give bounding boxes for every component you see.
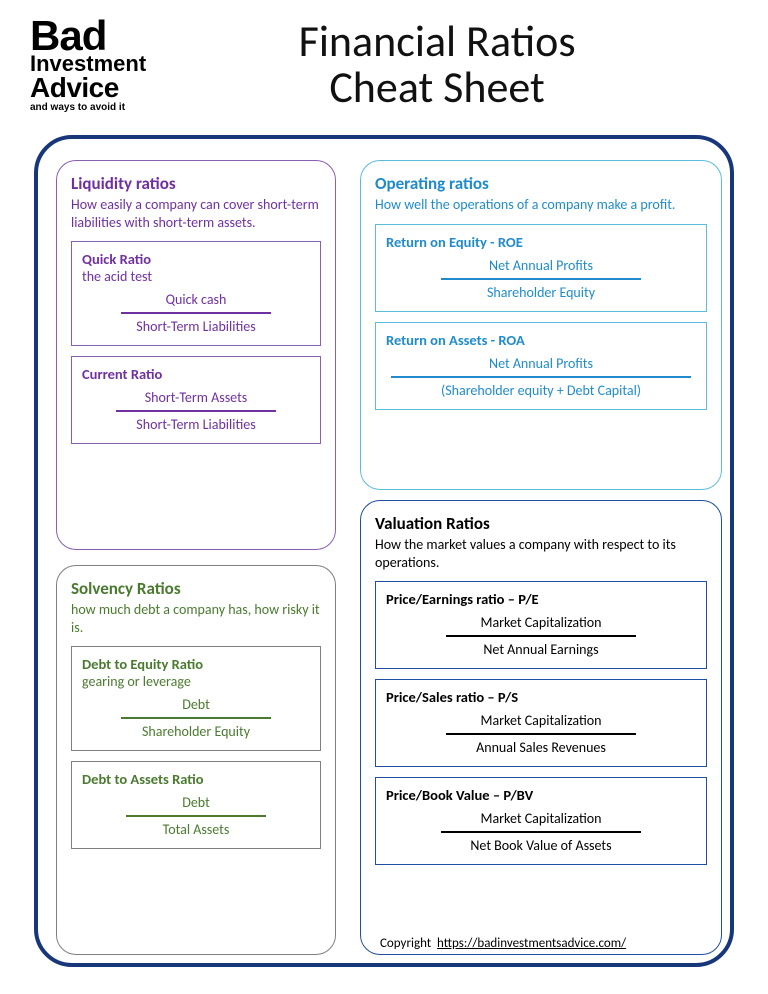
liquidity-ratio-1-fraction: Short-Term Assets Short-Term Liabilities bbox=[82, 389, 310, 433]
operating-title: Operating ratios bbox=[375, 173, 707, 194]
valuation-ratio-2-fraction: Market Capitalization Net Book Value of A… bbox=[386, 810, 696, 854]
valuation-ratio-2: Price/Book Value – P/BV Market Capitaliza… bbox=[375, 777, 707, 865]
operating-ratio-0-numerator: Net Annual Profits bbox=[489, 257, 593, 274]
operating-desc: How well the operations of a company mak… bbox=[375, 196, 707, 214]
solvency-ratio-0-numerator: Debt bbox=[182, 696, 210, 713]
logo-line3: Advice bbox=[30, 75, 146, 100]
header: Bad Investment Advice and ways to avoid … bbox=[0, 0, 768, 113]
page-title: Financial Ratios Cheat Sheet bbox=[176, 18, 738, 110]
solvency-ratio-1-title: Debt to Assets Ratio bbox=[82, 770, 310, 788]
liquidity-ratio-1: Current RatioShort-Term AssetsShort-Term… bbox=[71, 356, 321, 444]
valuation-ratio-2-title: Price/Book Value – P/BV bbox=[386, 786, 696, 804]
solvency-ratio-0-fraction: Debt Shareholder Equity bbox=[82, 696, 310, 740]
solvency-ratio-0-bar bbox=[121, 717, 271, 719]
liquidity-ratio-0-bar bbox=[121, 312, 271, 314]
solvency-title: Solvency Ratios bbox=[71, 578, 321, 599]
valuation-ratio-2-bar bbox=[441, 831, 641, 833]
solvency-desc: how much debt a company has, how risky i… bbox=[71, 601, 321, 636]
operating-ratio-1-numerator: Net Annual Profits bbox=[489, 355, 593, 372]
operating-ratio-0-title: Return on Equity - ROE bbox=[386, 233, 696, 251]
solvency-ratio-0: Debt to Equity Ratiogearing or leverage D… bbox=[71, 646, 321, 751]
valuation-ratio-0-bar bbox=[446, 635, 636, 637]
liquidity-ratio-1-denominator: Short-Term Liabilities bbox=[136, 416, 255, 433]
valuation-ratio-1-fraction: Market Capitalization Annual Sales Revenu… bbox=[386, 712, 696, 756]
valuation-header: Valuation RatiosHow the market values a … bbox=[375, 513, 707, 571]
operating-header: Operating ratios How well the operations … bbox=[375, 173, 707, 214]
valuation-ratio-0-numerator: Market Capitalization bbox=[480, 614, 601, 631]
liquidity-header: Liquidity ratiosHow easily a company can… bbox=[71, 173, 321, 231]
valuation-ratio-1-title: Price/Sales ratio – P/S bbox=[386, 688, 696, 706]
operating-ratio-1-fraction: Net Annual Profits (Shareholder equity + … bbox=[386, 355, 696, 399]
operating-ratio-0: Return on Equity - ROE Net Annual Profits… bbox=[375, 224, 707, 312]
liquidity-ratio-1-numerator: Short-Term Assets bbox=[145, 389, 247, 406]
liquidity-ratio-0-denominator: Short-Term Liabilities bbox=[136, 318, 255, 335]
valuation-ratio-0-title: Price/Earnings ratio – P/E bbox=[386, 590, 696, 608]
solvency-ratio-0-denominator: Shareholder Equity bbox=[142, 723, 250, 740]
liquidity-panel: Liquidity ratiosHow easily a company can… bbox=[56, 160, 336, 550]
valuation-ratio-1-numerator: Market Capitalization bbox=[480, 712, 601, 729]
valuation-desc: How the market values a company with res… bbox=[375, 536, 707, 571]
valuation-panel: Valuation RatiosHow the market values a … bbox=[360, 500, 722, 955]
operating-ratio-1: Return on Assets - ROA Net Annual Profits… bbox=[375, 322, 707, 410]
operating-panel: Operating ratios How well the operations … bbox=[360, 160, 722, 490]
valuation-title: Valuation Ratios bbox=[375, 513, 707, 534]
solvency-ratio-1-bar bbox=[126, 815, 266, 817]
operating-ratio-0-denominator: Shareholder Equity bbox=[487, 284, 595, 301]
operating-ratio-1-denominator: (Shareholder equity + Debt Capital) bbox=[441, 382, 641, 399]
liquidity-title: Liquidity ratios bbox=[71, 173, 321, 194]
valuation-ratio-2-numerator: Market Capitalization bbox=[480, 810, 601, 827]
valuation-ratio-0-denominator: Net Annual Earnings bbox=[483, 641, 598, 658]
valuation-ratio-2-denominator: Net Book Value of Assets bbox=[470, 837, 611, 854]
valuation-ratio-0-fraction: Market Capitalization Net Annual Earnings bbox=[386, 614, 696, 658]
solvency-ratio-0-sub: gearing or leverage bbox=[82, 673, 310, 690]
valuation-ratio-1-denominator: Annual Sales Revenues bbox=[476, 739, 606, 756]
solvency-header: Solvency Ratioshow much debt a company h… bbox=[71, 578, 321, 636]
liquidity-desc: How easily a company can cover short-ter… bbox=[71, 196, 321, 231]
copyright: Copyright https://badinvestmentsadvice.c… bbox=[380, 936, 626, 951]
operating-ratio-0-bar bbox=[441, 278, 641, 280]
liquidity-ratio-0-numerator: Quick cash bbox=[166, 291, 227, 308]
operating-ratio-0-fraction: Net Annual Profits Shareholder Equity bbox=[386, 257, 696, 301]
valuation-ratio-1-bar bbox=[446, 733, 636, 735]
liquidity-ratio-0: Quick Ratiothe acid test Quick cash Short-… bbox=[71, 241, 321, 346]
liquidity-ratio-0-title: Quick Ratio bbox=[82, 250, 310, 268]
operating-ratio-1-bar bbox=[391, 376, 691, 378]
logo-tagline: and ways to avoid it bbox=[30, 102, 146, 113]
solvency-ratio-1-fraction: Debt Total Assets bbox=[82, 794, 310, 838]
solvency-ratio-1-numerator: Debt bbox=[182, 794, 210, 811]
solvency-ratio-0-title: Debt to Equity Ratio bbox=[82, 655, 310, 673]
logo: Bad Investment Advice and ways to avoid … bbox=[30, 18, 146, 113]
solvency-ratio-1: Debt to Assets Ratio Debt Total Assets bbox=[71, 761, 321, 849]
valuation-ratio-1: Price/Sales ratio – P/S Market Capitaliza… bbox=[375, 679, 707, 767]
liquidity-ratio-0-fraction: Quick cash Short-Term Liabilities bbox=[82, 291, 310, 335]
logo-line1: Bad bbox=[30, 18, 146, 54]
liquidity-ratio-0-sub: the acid test bbox=[82, 268, 310, 285]
solvency-ratio-1-denominator: Total Assets bbox=[163, 821, 230, 838]
liquidity-ratio-1-title: Current Ratio bbox=[82, 365, 310, 383]
copyright-label: Copyright bbox=[380, 936, 431, 951]
solvency-panel: Solvency Ratioshow much debt a company h… bbox=[56, 565, 336, 955]
valuation-ratio-0: Price/Earnings ratio – P/E Market Capital… bbox=[375, 581, 707, 669]
copyright-link[interactable]: https://badinvestmentsadvice.com/ bbox=[437, 936, 626, 951]
liquidity-ratio-1-bar bbox=[116, 410, 276, 412]
operating-ratio-1-title: Return on Assets - ROA bbox=[386, 331, 696, 349]
